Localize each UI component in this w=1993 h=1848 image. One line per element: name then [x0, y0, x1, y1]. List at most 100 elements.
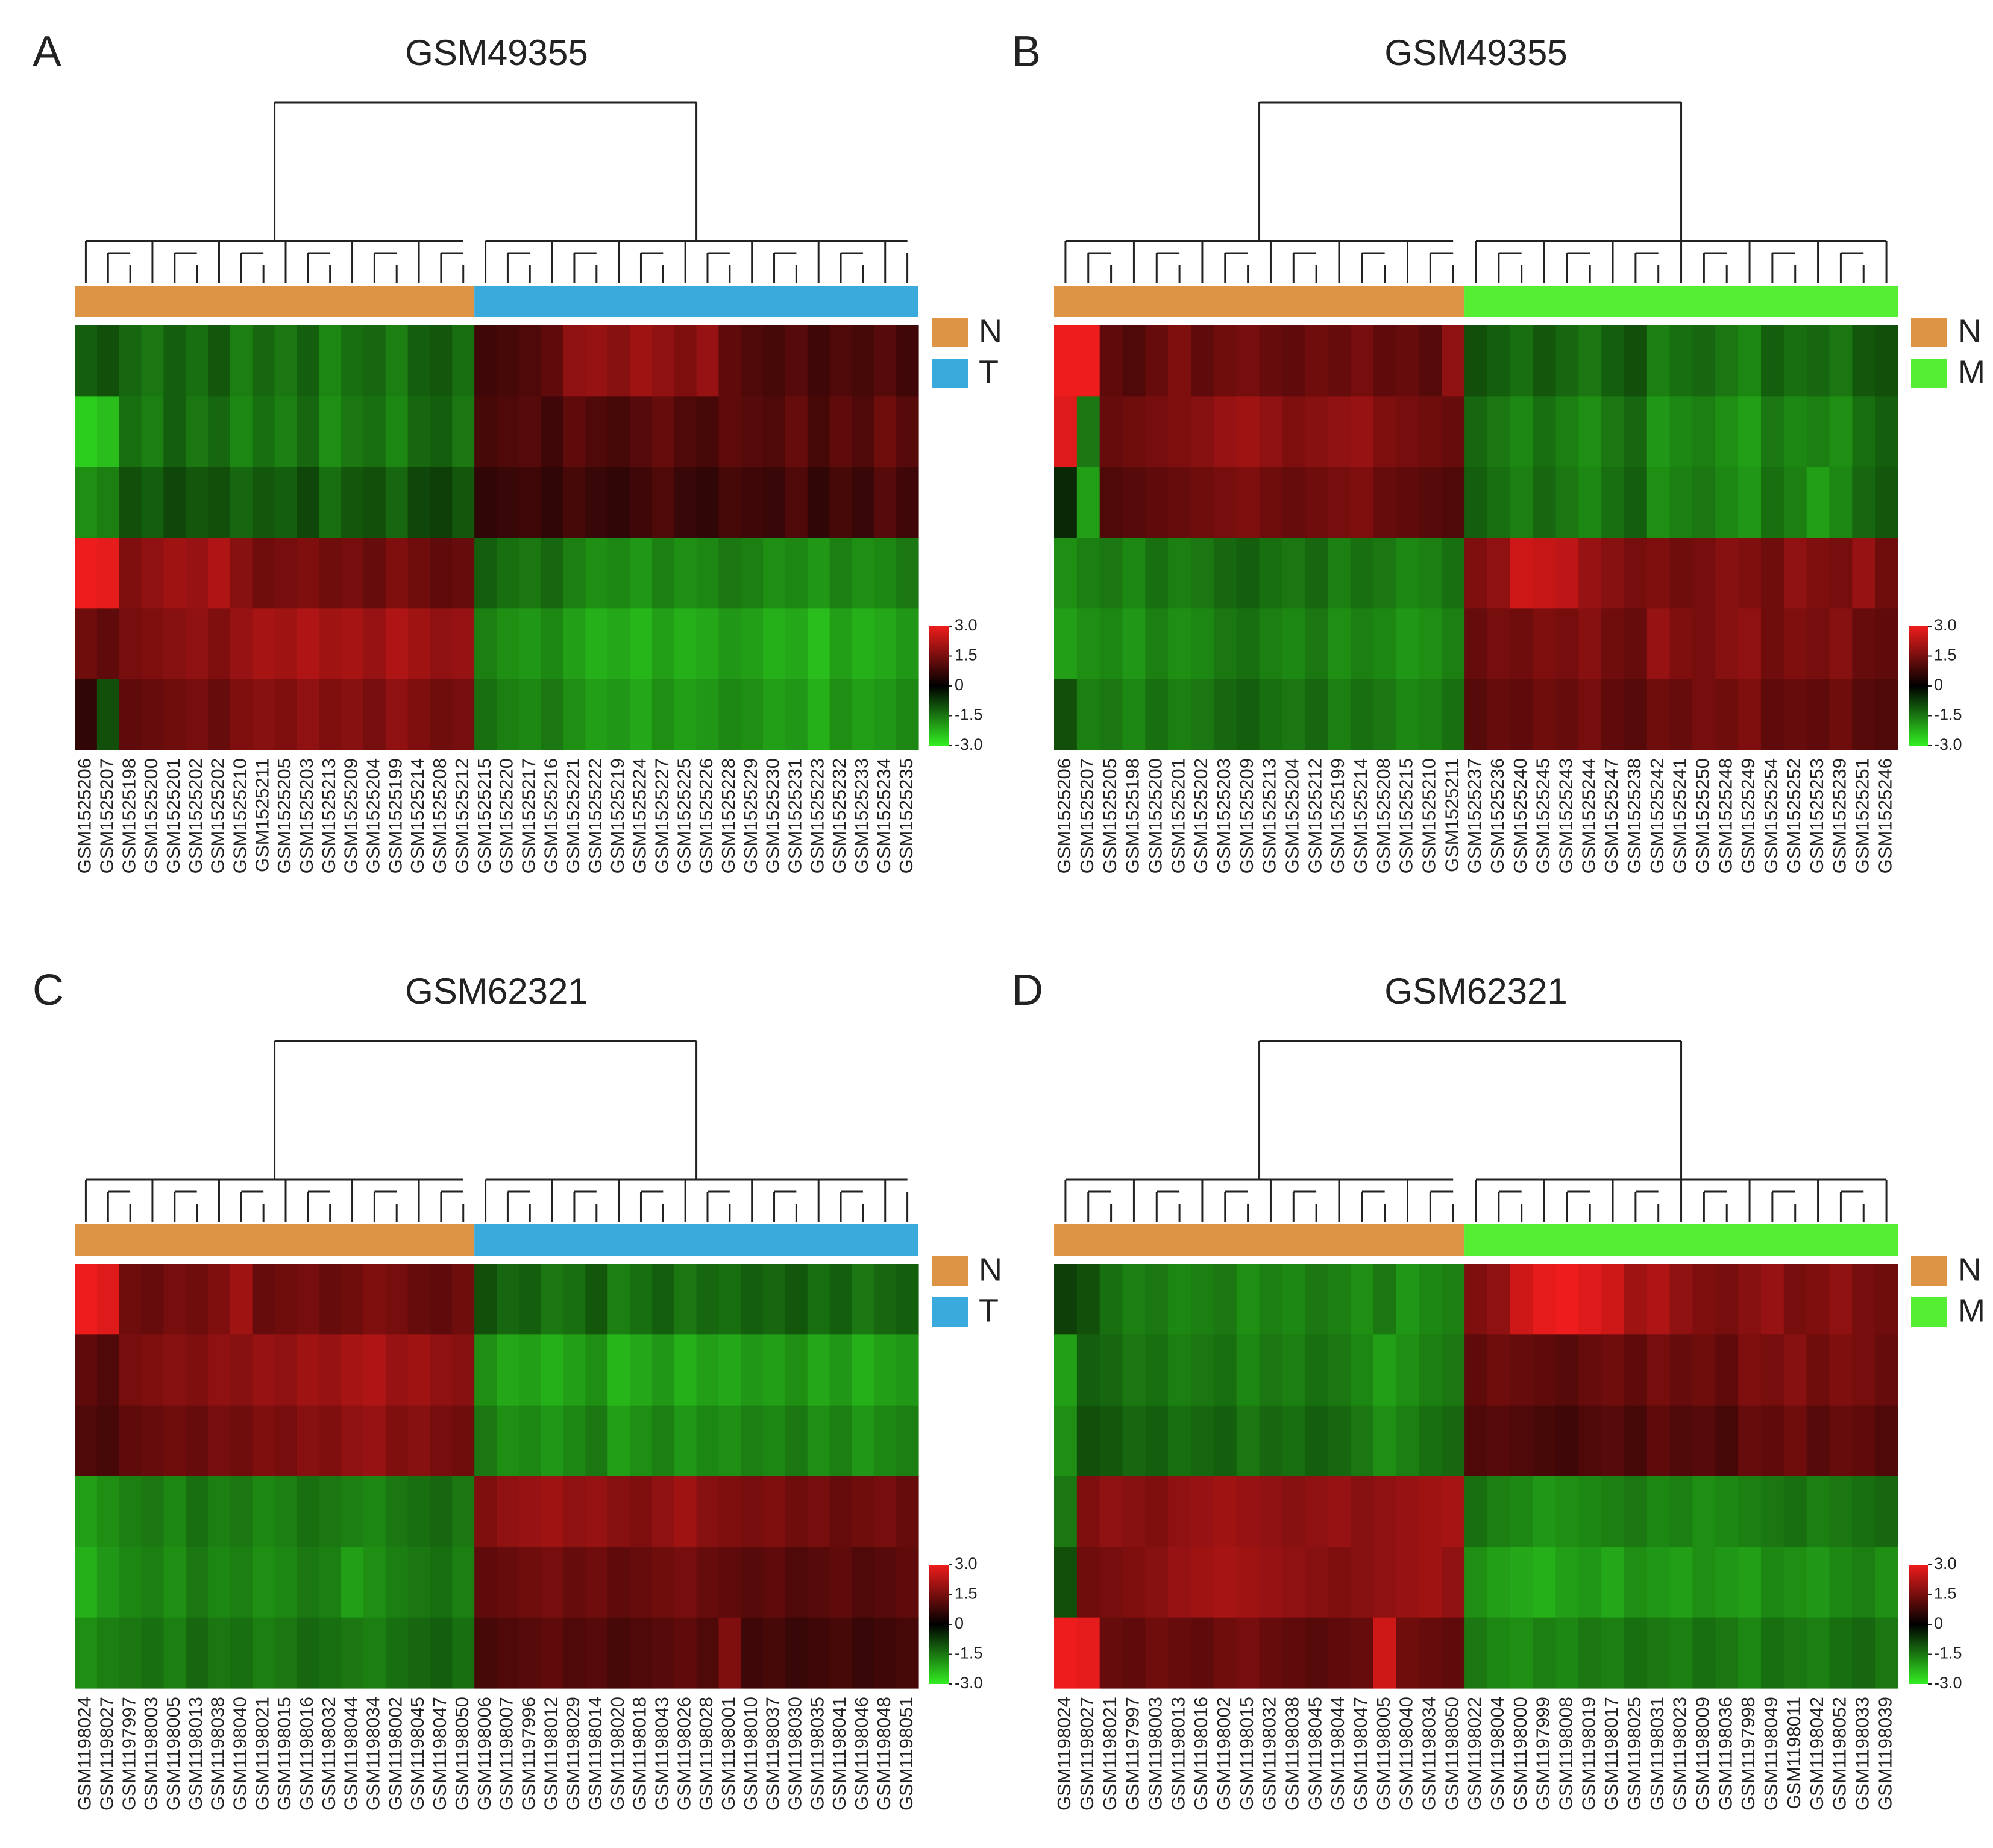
heatmap-cell	[874, 608, 897, 680]
heatmap-cell	[1145, 1334, 1169, 1406]
sample-label: GSM1525254	[1760, 758, 1781, 873]
heatmap-cell	[1875, 467, 1898, 538]
sample-label: GSM1525237	[1464, 758, 1485, 873]
heatmap-cell	[563, 325, 586, 397]
sample-label: GSM1525201	[163, 758, 184, 873]
sample-label: GSM1525229	[740, 758, 761, 873]
heatmap-cell	[1715, 608, 1739, 680]
heatmap-cell	[630, 1476, 653, 1547]
heatmap-cell	[518, 1405, 542, 1477]
heatmap-cell	[585, 679, 608, 750]
heatmap-cell	[1715, 538, 1739, 609]
heatmap-cell	[896, 1334, 919, 1406]
heatmap-cell	[1760, 1405, 1784, 1477]
heatmap-cell	[1578, 396, 1602, 468]
sample-label: GSM1198004	[1487, 1697, 1508, 1811]
heatmap-cell	[1760, 1547, 1784, 1618]
heatmap-cell	[1555, 1547, 1579, 1618]
heatmap-cell	[430, 396, 453, 468]
heatmap-cell	[230, 1264, 253, 1335]
heatmap-cell	[1145, 467, 1169, 538]
heatmap-cell	[252, 538, 275, 609]
panel-letter: B	[1012, 28, 1041, 76]
heatmap-cell	[763, 538, 786, 609]
heatmap-cell	[363, 396, 386, 468]
heatmap-cell	[1738, 608, 1762, 680]
heatmap-cell	[585, 1405, 608, 1477]
heatmap-cell	[1168, 1617, 1191, 1689]
heatmap-cell	[1738, 538, 1762, 609]
heatmap-cell	[1829, 538, 1853, 609]
heatmap-cell	[497, 1405, 519, 1477]
heatmap-cell	[785, 1476, 808, 1547]
heatmap-cell	[1099, 1264, 1123, 1335]
sample-label: GSM1198013	[185, 1697, 206, 1811]
heatmap-cell	[741, 679, 764, 750]
heatmap-cell	[1487, 538, 1511, 609]
heatmap-cell	[407, 467, 431, 538]
heatmap-cell	[896, 608, 919, 680]
heatmap-cell	[651, 679, 675, 750]
heatmap-cell	[474, 325, 497, 397]
sample-label: GSM1525215	[1396, 758, 1417, 873]
heatmap-cell	[1099, 1617, 1123, 1689]
heatmap-cell	[1236, 1264, 1260, 1335]
heatmap-cell	[1875, 1617, 1898, 1689]
heatmap-cell	[1464, 467, 1488, 538]
heatmap-cell	[363, 679, 386, 750]
sample-label: GSM1198047	[429, 1697, 450, 1811]
heatmap-cell	[297, 608, 319, 680]
heatmap-cell	[1692, 396, 1716, 468]
heatmap-cell	[1669, 1405, 1693, 1477]
heatmap-cell	[1305, 1476, 1328, 1547]
sample-label: GSM1525215	[474, 758, 495, 873]
heatmap-cell	[1282, 467, 1305, 538]
heatmap-cell	[1875, 1334, 1898, 1406]
heatmap-cell	[1601, 325, 1625, 397]
sample-label: GSM1525230	[762, 758, 783, 873]
heatmap-cell	[630, 1617, 653, 1689]
heatmap-cell	[1692, 1405, 1716, 1477]
heatmap-cell	[585, 608, 608, 680]
heatmap-cell	[497, 1476, 519, 1547]
heatmap-cell	[807, 1405, 830, 1477]
heatmap-cell	[674, 1405, 697, 1477]
heatmap-cell	[75, 679, 98, 750]
heatmap-cell	[452, 1405, 475, 1477]
sample-label: GSM1198002	[384, 1697, 406, 1811]
heatmap-cell	[1646, 608, 1671, 680]
heatmap-cell	[96, 608, 120, 680]
heatmap-cell	[1305, 325, 1328, 397]
heatmap-cell	[1213, 396, 1237, 468]
heatmap-cell	[785, 608, 808, 680]
heatmap-cell	[674, 467, 697, 538]
heatmap-cell	[341, 1405, 364, 1477]
heatmap-cell	[1213, 1547, 1237, 1618]
heatmap-cell	[141, 1476, 164, 1547]
heatmap-cell	[1624, 325, 1648, 397]
colorbar-tick-label: 1.5	[955, 1585, 978, 1603]
heatmap-cell	[1236, 396, 1260, 468]
heatmap-cell	[1783, 1617, 1807, 1689]
heatmap-cell	[363, 467, 386, 538]
heatmap-cell	[1442, 1617, 1465, 1689]
heatmap-cell	[607, 325, 630, 397]
heatmap-cell	[718, 1334, 741, 1406]
heatmap-cell	[141, 538, 164, 609]
heatmap-cell	[1555, 396, 1579, 468]
legend-swatch	[1911, 1256, 1947, 1286]
heatmap-cell	[297, 325, 319, 397]
sample-label: GSM1198024	[74, 1697, 95, 1811]
heatmap-cell	[1328, 1264, 1351, 1335]
heatmap-cell	[696, 1264, 720, 1335]
heatmap-cell	[1442, 538, 1465, 609]
sample-label: GSM1525210	[230, 758, 251, 873]
heatmap-cell	[741, 1405, 764, 1477]
heatmap-cell	[651, 1617, 675, 1689]
heatmap-cell	[1373, 1547, 1397, 1618]
heatmap-cell	[452, 396, 475, 468]
heatmap-cell	[385, 1617, 409, 1689]
heatmap-cell	[1282, 1264, 1305, 1335]
heatmap-cell	[474, 538, 497, 609]
heatmap-cell	[1191, 608, 1214, 680]
